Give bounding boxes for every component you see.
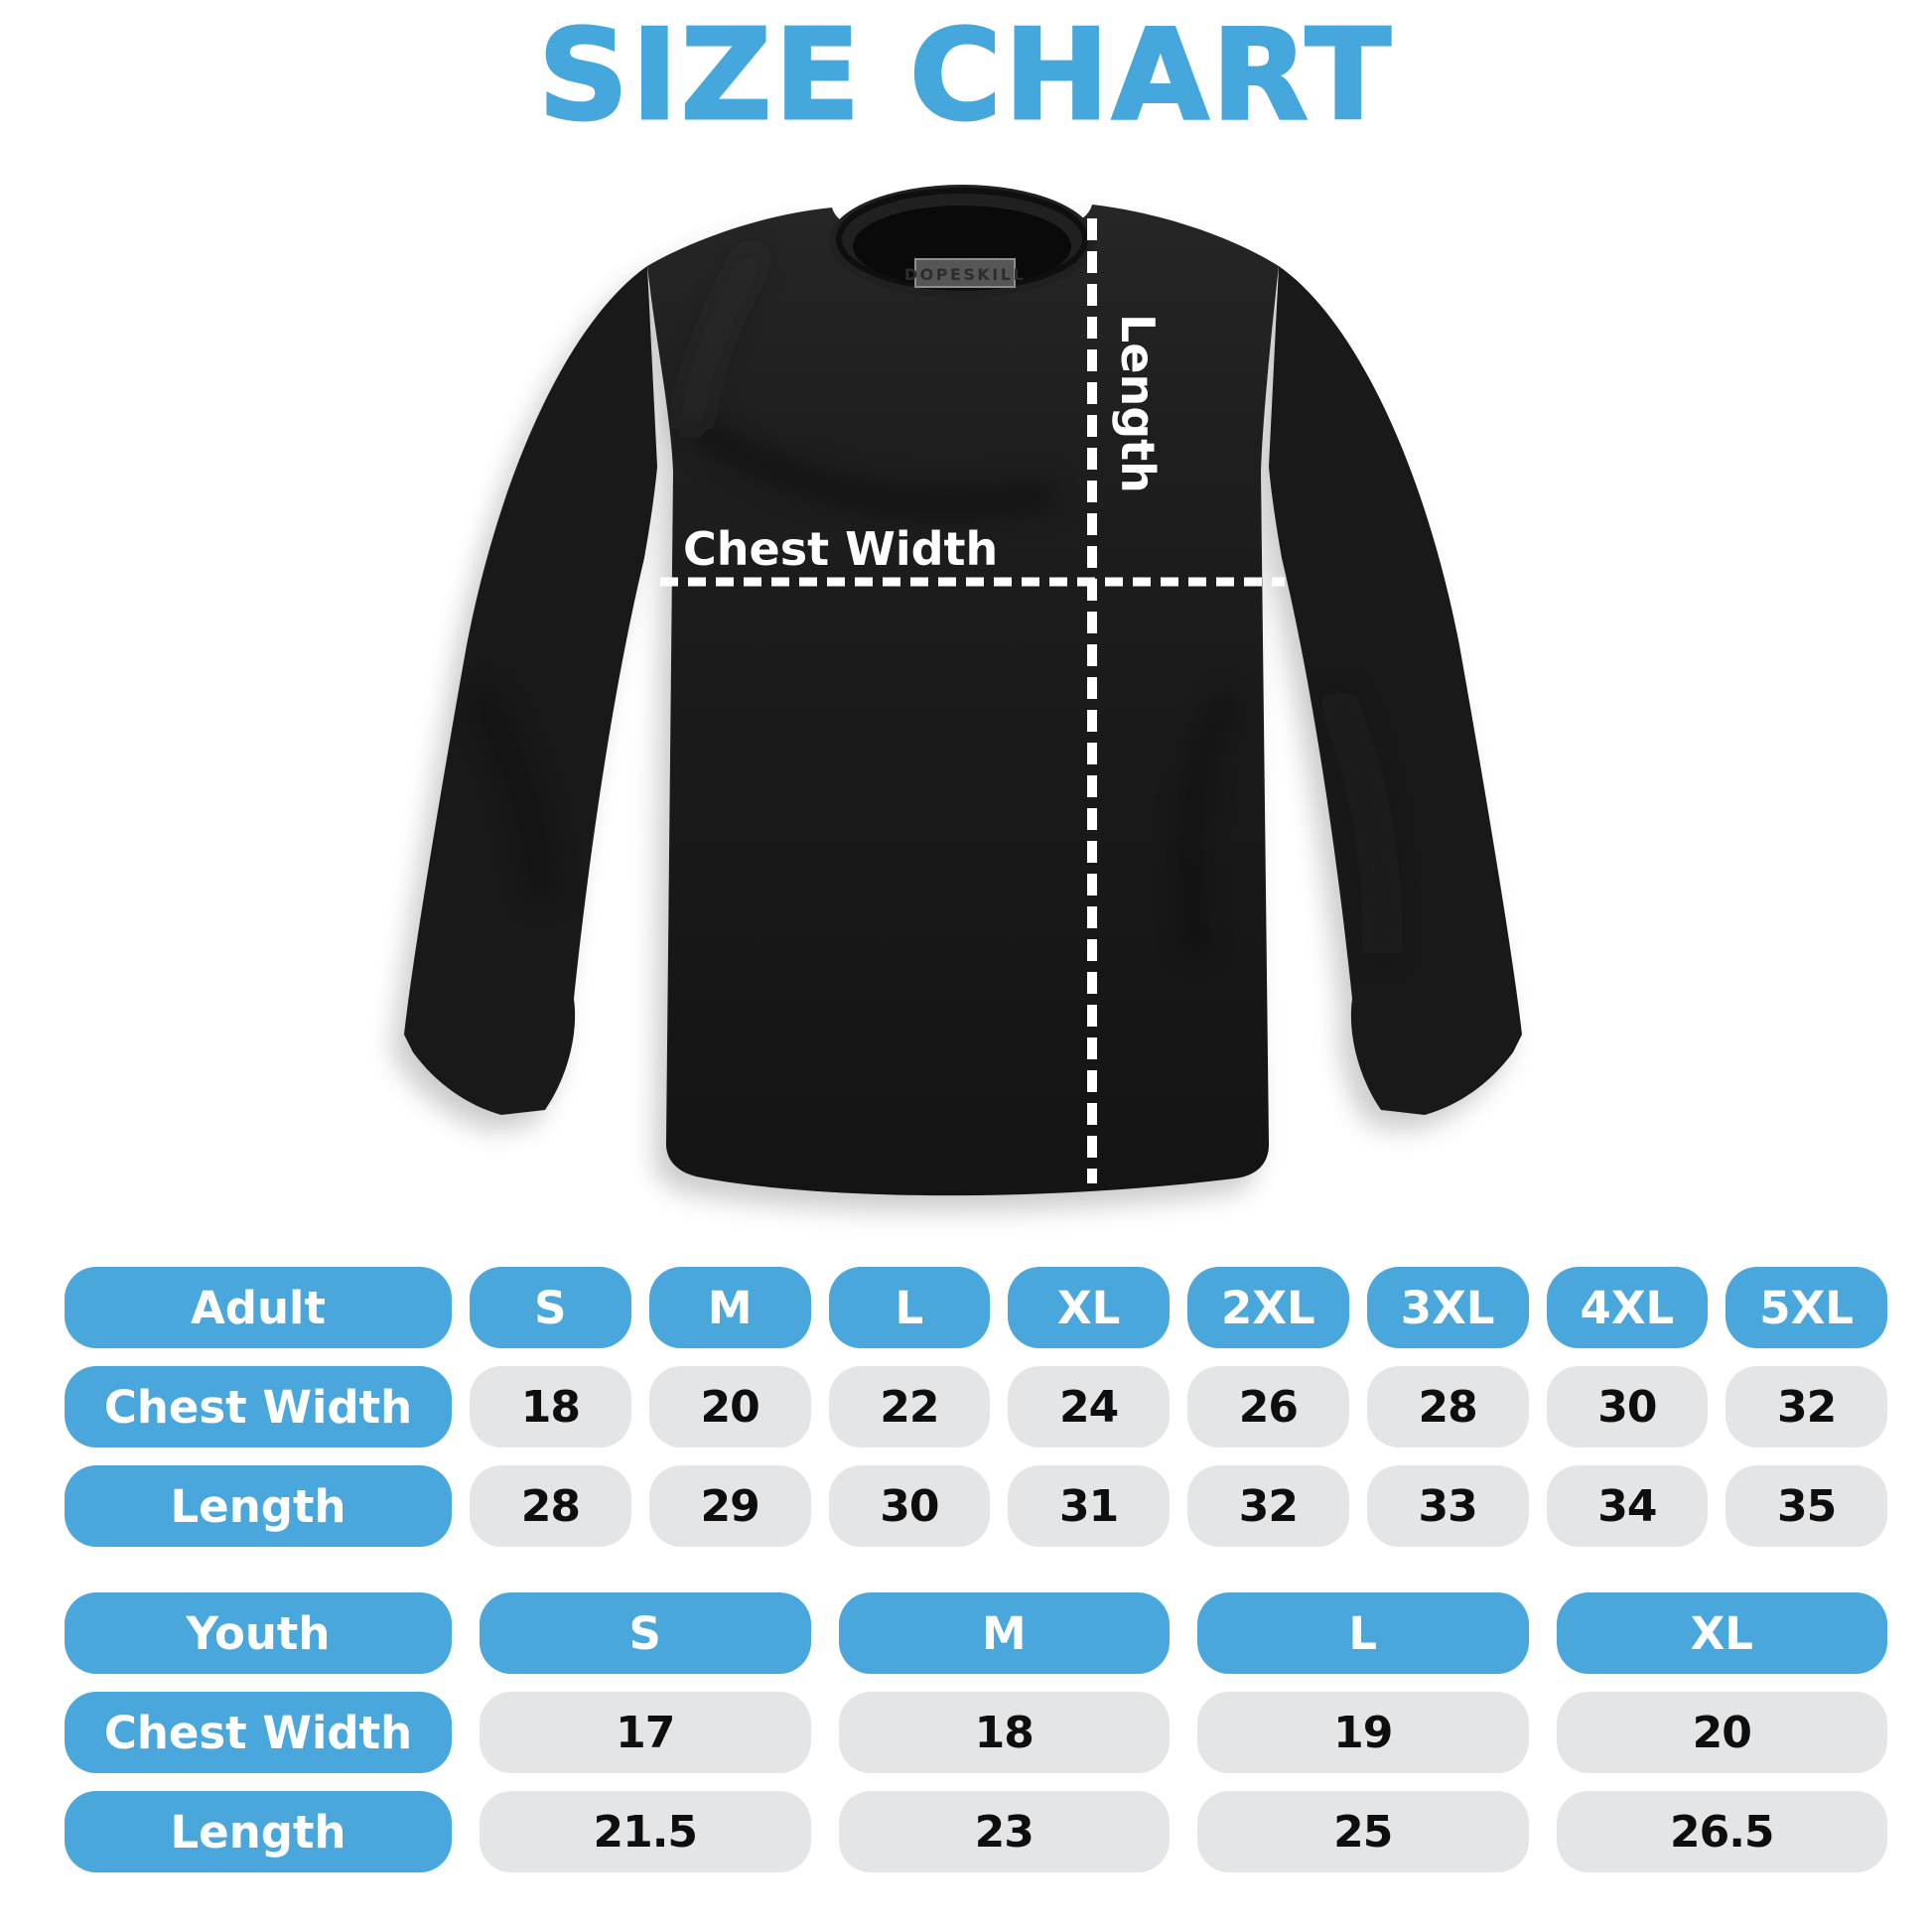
- brand-tag: DOPESKILL: [904, 258, 1026, 288]
- long-sleeve-shirt: DOPESKILL: [404, 185, 1522, 1196]
- size-value-cell: 26: [1187, 1366, 1349, 1448]
- size-column-header: L: [1197, 1592, 1529, 1674]
- size-value-cell: 20: [1556, 1692, 1887, 1773]
- row-label-pill: Chest Width: [65, 1692, 452, 1773]
- adult-size-table: Adult S M L XL 2XL 3XL 4XL 5XL Chest Width 18 20 22 2…: [65, 1267, 1887, 1547]
- size-column-header: M: [838, 1592, 1170, 1674]
- table-title-pill: Youth: [65, 1592, 452, 1674]
- size-value-cell: 30: [1546, 1366, 1709, 1448]
- size-value-cell: 28: [1366, 1366, 1529, 1448]
- page-title: SIZE CHART: [537, 2, 1394, 148]
- size-value-cell: 22: [828, 1366, 991, 1448]
- length-label: Length: [1111, 314, 1165, 493]
- size-value-cell: 33: [1366, 1465, 1529, 1547]
- size-column-header: XL: [1556, 1592, 1887, 1674]
- size-value-cell: 35: [1725, 1465, 1887, 1547]
- size-value-cell: 34: [1546, 1465, 1709, 1547]
- size-column-header: 2XL: [1187, 1267, 1349, 1348]
- size-value-cell: 31: [1008, 1465, 1170, 1547]
- size-value-cell: 28: [470, 1465, 631, 1547]
- size-column-header: S: [470, 1267, 631, 1348]
- brand-label: DOPESKILL: [904, 265, 1026, 284]
- size-value-cell: 25: [1197, 1791, 1529, 1872]
- table-title-pill: Adult: [65, 1267, 452, 1348]
- size-value-cell: 21.5: [480, 1791, 811, 1872]
- size-column-header: M: [648, 1267, 811, 1348]
- row-label-pill: Length: [65, 1791, 452, 1872]
- size-value-cell: 24: [1008, 1366, 1170, 1448]
- size-value-cell: 18: [838, 1692, 1170, 1773]
- size-column-header: XL: [1008, 1267, 1170, 1348]
- size-value-cell: 17: [480, 1692, 811, 1773]
- collar: [829, 185, 1095, 298]
- size-column-header: L: [828, 1267, 991, 1348]
- size-value-cell: 32: [1725, 1366, 1887, 1448]
- row-label-pill: Length: [65, 1465, 452, 1547]
- size-value-cell: 26.5: [1556, 1791, 1887, 1872]
- size-value-cell: 29: [648, 1465, 811, 1547]
- chest-width-label: Chest Width: [683, 522, 998, 576]
- size-column-header: 4XL: [1546, 1267, 1709, 1348]
- size-value-cell: 19: [1197, 1692, 1529, 1773]
- youth-size-table: Youth S M L XL Chest Width 17 18 19 20 Length 21.5 2…: [65, 1592, 1887, 1872]
- size-value-cell: 18: [470, 1366, 631, 1448]
- row-label-pill: Chest Width: [65, 1366, 452, 1448]
- size-column-header: S: [480, 1592, 811, 1674]
- size-column-header: 5XL: [1725, 1267, 1887, 1348]
- size-value-cell: 32: [1187, 1465, 1349, 1547]
- size-value-cell: 20: [648, 1366, 811, 1448]
- size-value-cell: 30: [828, 1465, 991, 1547]
- size-value-cell: 23: [838, 1791, 1170, 1872]
- size-column-header: 3XL: [1366, 1267, 1529, 1348]
